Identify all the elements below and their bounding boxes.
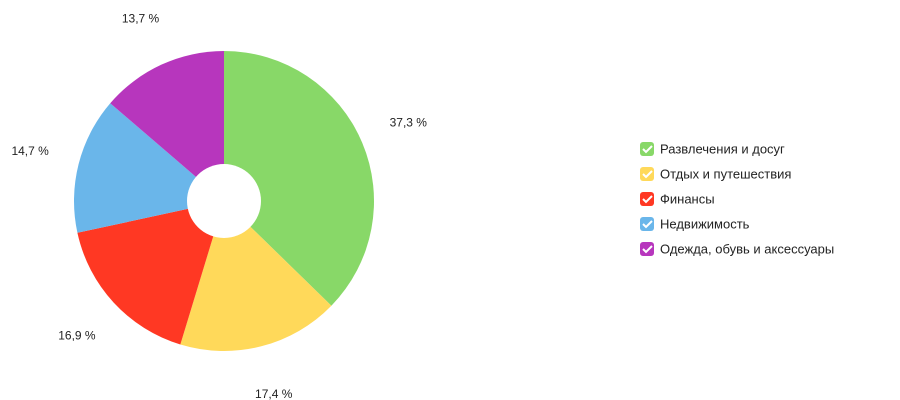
- value-label: 17,4 %: [255, 387, 293, 400]
- slice: [110, 51, 224, 201]
- legend-check: [642, 195, 653, 204]
- legend-checkbox: [640, 217, 654, 231]
- legend-item[interactable]: Одежда, обувь и аксессуары: [640, 241, 834, 256]
- legend-checkbox: [640, 142, 654, 156]
- value-label: 37,3 %: [390, 115, 428, 129]
- value-label: 13,7 %: [122, 11, 160, 25]
- slice: [224, 51, 374, 306]
- legend-item[interactable]: Недвижимость: [640, 216, 750, 231]
- slice: [180, 201, 332, 351]
- legend-label: Недвижимость: [660, 216, 750, 231]
- legend-item[interactable]: Отдых и путешествия: [640, 166, 791, 181]
- slice: [74, 103, 224, 233]
- legend-label: Финансы: [660, 191, 715, 206]
- donut-hole: [187, 164, 261, 238]
- legend-item[interactable]: Финансы: [640, 191, 715, 206]
- legend-checkbox: [640, 192, 654, 206]
- legend-check: [642, 145, 653, 154]
- legend-check: [642, 245, 653, 254]
- legend-check: [642, 220, 653, 229]
- legend-label: Развлечения и досуг: [660, 141, 785, 156]
- legend-label: Отдых и путешествия: [660, 166, 791, 181]
- legend-checkbox: [640, 242, 654, 256]
- legend-check: [642, 170, 653, 179]
- legend-item[interactable]: Развлечения и досуг: [640, 141, 785, 156]
- value-label: 14,7 %: [11, 144, 49, 158]
- slice: [77, 201, 224, 345]
- value-label: 16,9 %: [58, 329, 96, 343]
- legend-label: Одежда, обувь и аксессуары: [660, 241, 834, 256]
- legend-checkbox: [640, 167, 654, 181]
